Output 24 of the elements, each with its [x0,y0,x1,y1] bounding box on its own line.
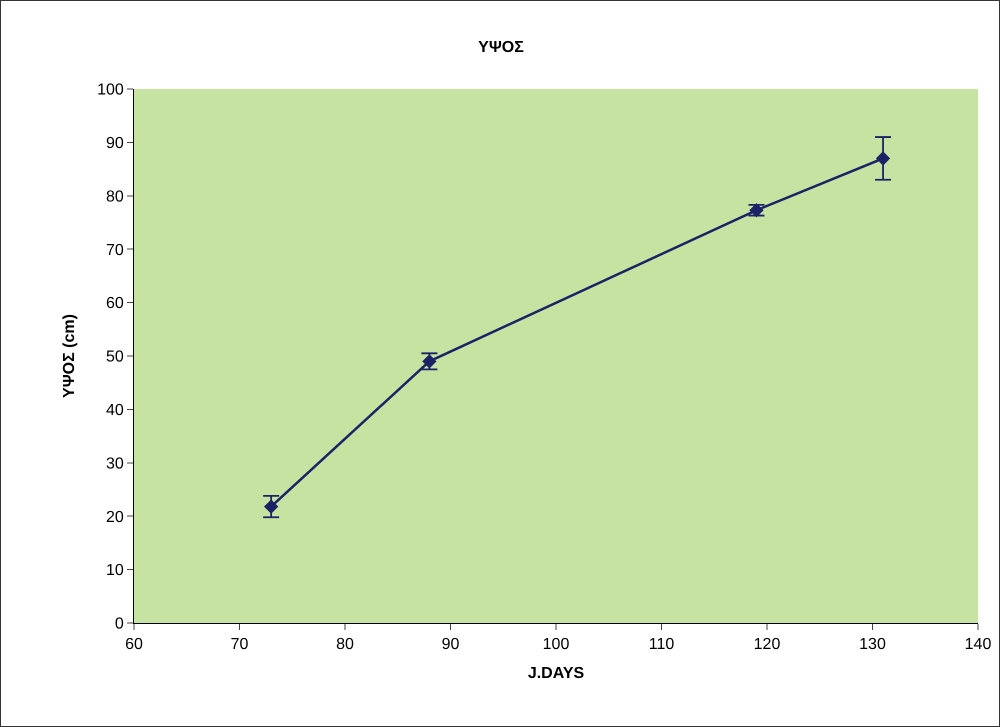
x-tick-label: 70 [230,636,248,654]
y-tick-label: 50 [106,348,124,366]
x-tick-label: 140 [964,636,992,654]
y-axis-title: ΥΨΟΣ (cm) [60,314,78,398]
x-tick-label: 80 [336,636,354,654]
x-tick-label: 110 [648,636,674,654]
y-tick-label: 60 [106,295,124,312]
x-axis-title: J.DAYS [528,664,584,682]
x-tick-label: 130 [859,636,886,654]
x-tick-label: 60 [125,636,143,654]
y-tick-label: 0 [114,616,124,633]
y-tick-label: 30 [106,455,124,472]
x-tick-label: 90 [442,636,460,654]
y-tick-label: 80 [106,188,124,206]
chart-title: ΥΨΟΣ [478,39,524,56]
x-tick-label: 120 [754,636,780,654]
y-tick-label: 70 [106,242,124,259]
y-tick-label: 100 [97,82,124,99]
point [876,151,890,166]
y-tick-label: 10 [106,562,124,580]
x-tick-label: 100 [542,636,570,654]
y-tick-label: 20 [106,508,124,526]
y-tick-label: 40 [106,402,124,419]
y-tick-label: 90 [106,135,124,152]
